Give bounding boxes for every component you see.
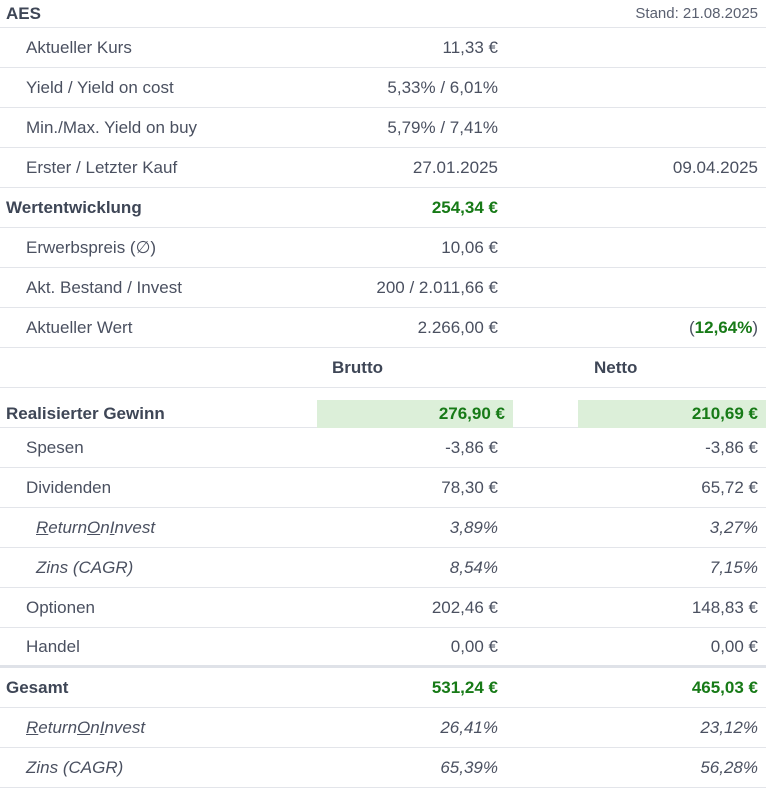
- last-buy: 09.04.2025: [672, 157, 758, 177]
- row-handel: Handel 0,00 € 0,00 €: [0, 628, 766, 668]
- label: Erwerbspreis (∅): [26, 237, 157, 257]
- value: 5,33% / 6,01%: [387, 77, 498, 97]
- row-gesamt: Gesamt 531,24 € 465,03 €: [0, 668, 766, 708]
- label: Gesamt: [6, 677, 69, 697]
- value: 254,34 €: [431, 197, 498, 217]
- netto-value: 23,12%: [700, 717, 758, 737]
- brutto-value: 202,46 €: [431, 597, 498, 617]
- label: Wertentwicklung: [6, 197, 142, 217]
- label: Optionen: [26, 597, 95, 617]
- row-erwerbspreis: Erwerbspreis (∅) 10,06 €: [0, 228, 766, 268]
- row-min-max-yield: Min./Max. Yield on buy 5,79% / 7,41%: [0, 108, 766, 148]
- label: Aktueller Wert: [26, 317, 133, 337]
- row-gesamt-cagr: Zins (CAGR) 65,39% 56,28%: [0, 748, 766, 788]
- row-dividenden-cagr: Zins (CAGR) 8,54% 7,15%: [0, 548, 766, 588]
- brutto-value: 78,30 €: [441, 477, 498, 497]
- label: Zins (CAGR): [36, 557, 134, 577]
- ticker-title: AES: [6, 3, 41, 23]
- brutto-value: 65,39%: [440, 757, 498, 777]
- row-wertentwicklung: Wertentwicklung 254,34 €: [0, 188, 766, 228]
- label: Realisierter Gewinn: [6, 404, 165, 423]
- label: Spesen: [26, 437, 84, 457]
- row-dividenden: Dividenden 78,30 € 65,72 €: [0, 468, 766, 508]
- column-header-row: Brutto Netto: [0, 348, 766, 388]
- row-kauf: Erster / Letzter Kauf 27.01.2025 09.04.2…: [0, 148, 766, 188]
- label: Zins (CAGR): [26, 757, 124, 777]
- label: Erster / Letzter Kauf: [26, 157, 178, 177]
- value: 200 / 2.011,66 €: [376, 277, 498, 297]
- netto-highlight: [578, 400, 766, 428]
- row-spesen: Spesen -3,86 € -3,86 €: [0, 428, 766, 468]
- label: Handel: [26, 636, 80, 656]
- netto-value: 65,72 €: [701, 477, 758, 497]
- brutto-value: 3,89%: [449, 517, 498, 537]
- netto-value: 7,15%: [709, 557, 758, 577]
- row-bestand: Akt. Bestand / Invest 200 / 2.011,66 €: [0, 268, 766, 308]
- row-aktueller-kurs: Aktueller Kurs 11,33 €: [0, 28, 766, 68]
- performance-percent: (12,64%): [688, 317, 758, 337]
- value: 5,79% / 7,41%: [387, 117, 498, 137]
- header-row: AES Stand: 21.08.2025: [0, 0, 766, 28]
- label: Akt. Bestand / Invest: [26, 277, 182, 297]
- brutto-value: 8,54%: [449, 557, 498, 577]
- netto-value: 465,03 €: [691, 677, 758, 697]
- brutto-value: 0,00 €: [450, 636, 498, 656]
- column-brutto: Brutto: [332, 357, 383, 377]
- netto-value: 148,83 €: [691, 597, 758, 617]
- value: 11,33 €: [442, 37, 498, 57]
- netto-value: 3,27%: [709, 517, 758, 537]
- brutto-value: -3,86 €: [445, 437, 498, 457]
- first-buy: 27.01.2025: [412, 157, 498, 177]
- brutto-highlight: [317, 400, 513, 428]
- row-yield: Yield / Yield on cost 5,33% / 6,01%: [0, 68, 766, 108]
- brutto-value: 276,90 €: [438, 404, 505, 423]
- netto-value: 0,00 €: [710, 636, 758, 656]
- brutto-value: 531,24 €: [431, 677, 498, 697]
- row-realisierter-gewinn: Realisierter Gewinn 276,90 € 210,69 €: [0, 388, 766, 428]
- value: 2.266,00 €: [417, 317, 498, 337]
- label: Aktueller Kurs: [26, 37, 132, 57]
- netto-value: 56,28%: [700, 757, 758, 777]
- netto-value: 210,69 €: [691, 404, 758, 423]
- label: Min./Max. Yield on buy: [26, 117, 198, 137]
- row-optionen: Optionen 202,46 € 148,83 €: [0, 588, 766, 628]
- netto-value: -3,86 €: [705, 437, 758, 457]
- brutto-value: 26,41%: [440, 717, 498, 737]
- row-aktueller-wert: Aktueller Wert 2.266,00 € (12,64%): [0, 308, 766, 348]
- column-netto: Netto: [594, 357, 638, 377]
- label: Dividenden: [26, 477, 112, 497]
- stand-date: Stand: 21.08.2025: [635, 5, 758, 22]
- label: Yield / Yield on cost: [26, 77, 174, 97]
- value: 10,06 €: [441, 237, 498, 257]
